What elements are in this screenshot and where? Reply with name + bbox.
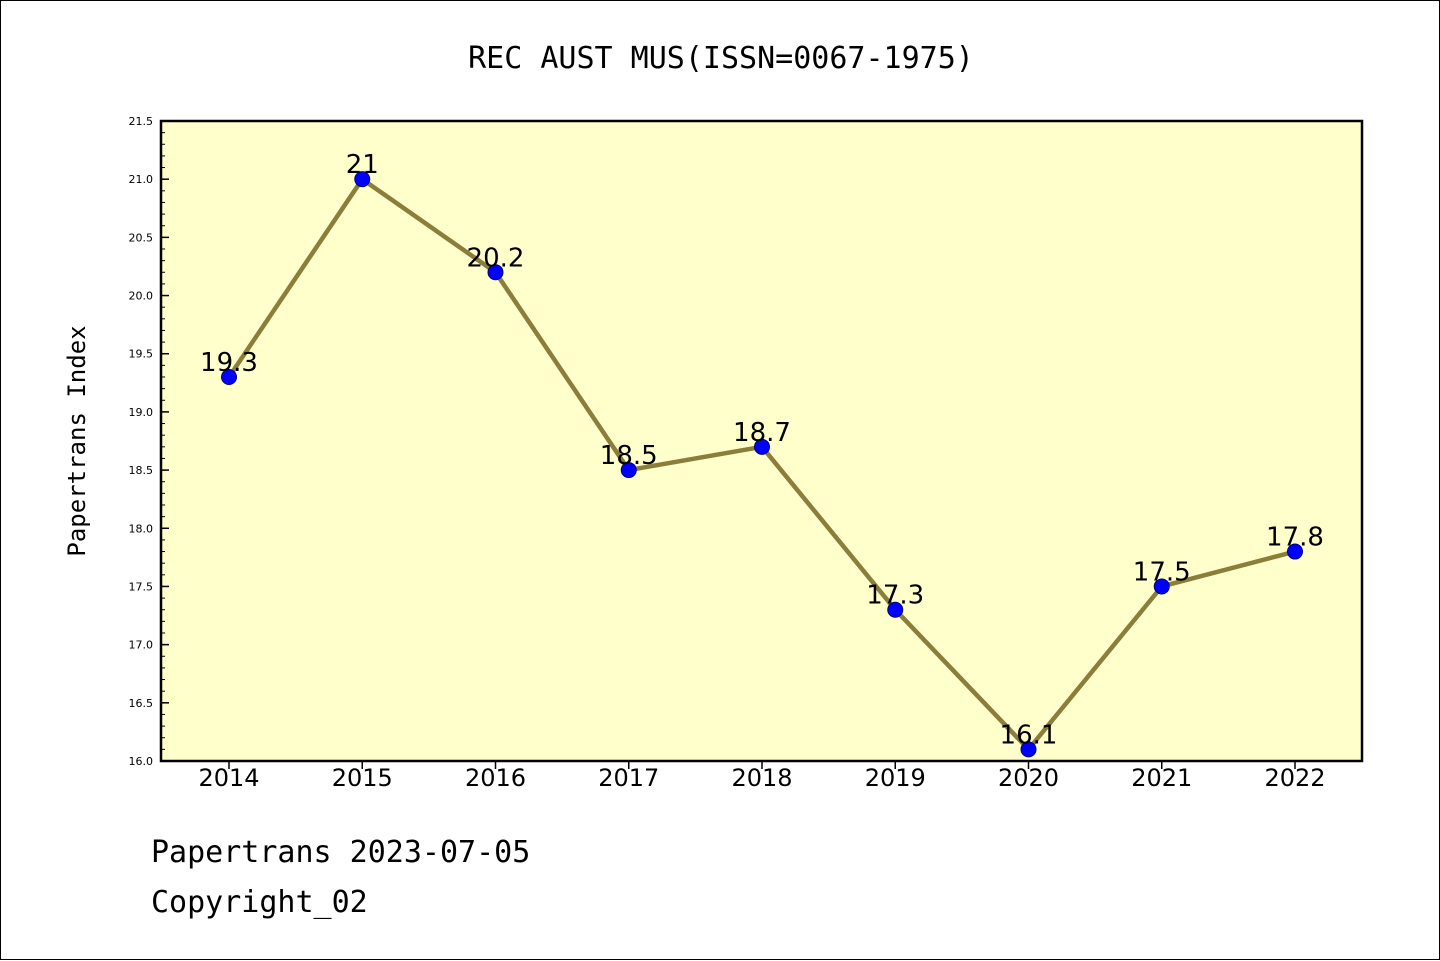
data-label: 17.3 [866,581,924,611]
y-tick-label: 18.5 [129,464,154,477]
y-tick-label: 19.5 [129,348,154,361]
x-tick-label: 2020 [998,764,1059,792]
data-label: 19.3 [200,348,258,378]
data-labels: 19.3 21 20.2 18.5 18.7 17.3 16.1 17.5 17.8 [200,150,1324,750]
x-tick-label: 2018 [731,764,792,792]
x-tick-label: 2019 [865,764,926,792]
y-tick-label: 20.0 [129,290,154,303]
x-tick-label: 2015 [332,764,393,792]
y-tick-label: 21.5 [129,115,154,128]
series-markers [221,171,1303,758]
data-label: 17.5 [1133,557,1191,587]
data-label: 18.7 [733,418,791,448]
data-label: 17.8 [1266,523,1324,553]
footer-copyright: Copyright_02 [151,885,368,920]
data-label: 16.1 [1000,720,1058,750]
data-point [620,462,637,479]
plot-border [159,119,1364,763]
x-tick-label: 2021 [1131,764,1192,792]
data-point [1153,578,1170,595]
y-tick-label: 20.5 [129,231,154,244]
axis-ticks: 16.0 16.5 17.0 17.5 18.0 18.5 19.0 19.5 20.0 20.5… [129,115,1326,792]
y-tick-label: 17.5 [129,580,154,593]
y-tick-label: 19.0 [129,406,154,419]
data-label: 18.5 [600,441,658,471]
x-tick-label: 2014 [198,764,259,792]
data-point [354,171,371,188]
data-label: 21 [346,150,379,180]
data-point [487,264,504,281]
data-label: 20.2 [467,243,525,273]
y-tick-label: 16.5 [129,697,154,710]
chart-title: REC AUST MUS(ISSN=0067-1975) [468,41,974,76]
data-point [1287,543,1303,560]
y-tick-label: 16.0 [129,755,154,768]
data-point [1020,741,1037,758]
y-axis-label: Papertrans Index [63,325,91,556]
y-tick-label: 17.0 [129,639,154,652]
data-point [887,601,904,618]
y-tick-label: 21.0 [129,173,154,186]
data-point [221,369,237,385]
x-tick-label: 2022 [1264,764,1325,792]
x-tick-label: 2017 [598,764,659,792]
y-tick-label: 18.0 [129,522,154,535]
footer-date: Papertrans 2023-07-05 [151,835,531,870]
x-tick-label: 2016 [465,764,526,792]
data-point [754,438,770,455]
